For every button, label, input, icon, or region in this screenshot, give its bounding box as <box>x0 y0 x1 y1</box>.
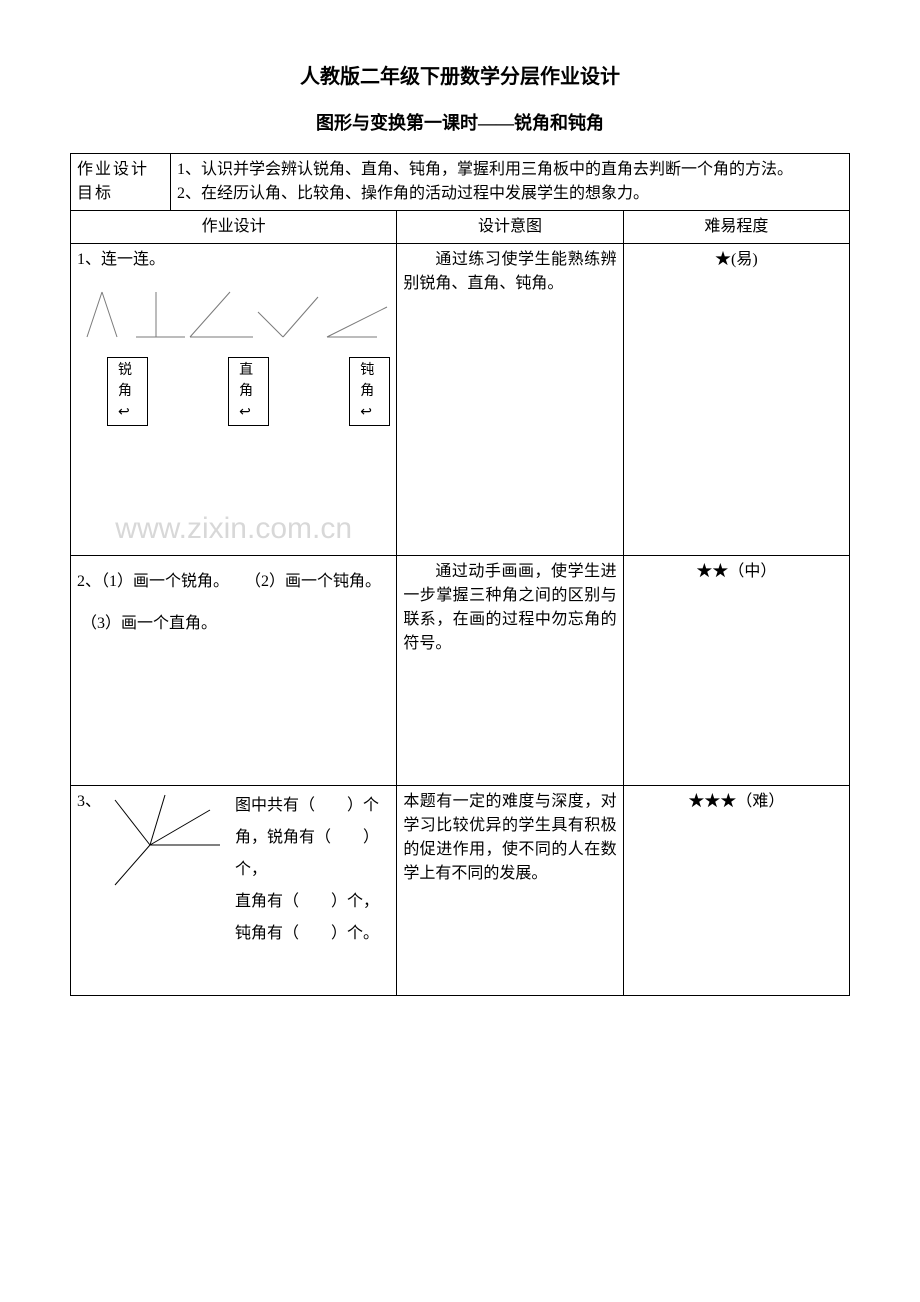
angle-labels-row: 锐角↩ 直角↩ 钝角↩ <box>77 357 390 426</box>
checkmark-angle-icon <box>253 287 322 342</box>
angle-shapes-row <box>77 282 390 342</box>
q2-row: 2、（1）画一个锐角。 （2）画一个钝角。 （3）画一个直角。 通过动手画画，使… <box>71 556 850 786</box>
q3-prefix: 3、 <box>77 790 101 814</box>
q1-content: 1、连一连。 <box>71 244 397 556</box>
wide-angle-icon <box>322 287 391 342</box>
obtuse-label: 钝角↩ <box>349 357 390 426</box>
header-difficulty: 难易程度 <box>623 211 849 244</box>
main-title: 人教版二年级下册数学分层作业设计 <box>70 60 850 89</box>
obtuse-angle-icon <box>185 287 254 342</box>
q1-intent: 通过练习使学生能熟练辨别锐角、直角、钝角。 <box>397 244 623 556</box>
q2-content: 2、（1）画一个锐角。 （2）画一个钝角。 （3）画一个直角。 <box>71 556 397 786</box>
q2-intent: 通过动手画画，使学生进一步掌握三种角之间的区别与联系，在画的过程中勿忘角的符号。 <box>397 556 623 786</box>
q3-intent: 本题有一定的难度与深度，对学习比较优异的学生具有积极的促进作用，使不同的人在数学… <box>397 786 623 996</box>
q1-difficulty: ★(易) <box>623 244 849 556</box>
goal-label: 作业设计目标 <box>71 154 171 211</box>
acute-angle-icon <box>77 287 126 342</box>
worksheet-table: 作业设计目标 1、认识并学会辨认锐角、直角、钝角，掌握利用三角板中的直角去判断一… <box>70 153 850 996</box>
q3-text: 图中共有（ ）个角，锐角有（ ）个， 直角有（ ）个，钝角有（ ）个。 <box>235 790 390 950</box>
q1-row: 1、连一连。 <box>71 244 850 556</box>
multi-angle-icon <box>105 790 225 890</box>
header-design: 作业设计 <box>71 211 397 244</box>
header-row: 作业设计 设计意图 难易程度 <box>71 211 850 244</box>
right-label: 直角↩ <box>228 357 269 426</box>
right-angle-icon <box>126 287 185 342</box>
q3-row: 3、 图中共有（ ）个角，锐角有（ ）个， 直角有（ ）个，钝角有（ ）个。 本… <box>71 786 850 996</box>
goals-row: 作业设计目标 1、认识并学会辨认锐角、直角、钝角，掌握利用三角板中的直角去判断一… <box>71 154 850 211</box>
q2-line2: （3）画一个直角。 <box>77 612 390 636</box>
q1-prompt: 1、连一连。 <box>77 248 390 272</box>
q2-line1: 2、（1）画一个锐角。 （2）画一个钝角。 <box>77 570 390 594</box>
sub-title: 图形与变换第一课时——锐角和钝角 <box>70 109 850 135</box>
q3-difficulty: ★★★（难） <box>623 786 849 996</box>
q3-content: 3、 图中共有（ ）个角，锐角有（ ）个， 直角有（ ）个，钝角有（ ）个。 <box>71 786 397 996</box>
header-intent: 设计意图 <box>397 211 623 244</box>
watermark: www.zixin.com.cn <box>77 506 390 551</box>
goal-text: 1、认识并学会辨认锐角、直角、钝角，掌握利用三角板中的直角去判断一个角的方法。 … <box>171 154 850 211</box>
q2-difficulty: ★★（中） <box>623 556 849 786</box>
acute-label: 锐角↩ <box>107 357 148 426</box>
